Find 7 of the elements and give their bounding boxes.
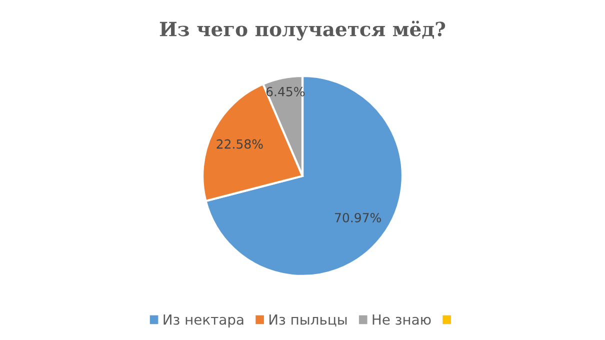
data-label: 22.58% xyxy=(216,139,263,149)
pie-slice xyxy=(204,74,404,277)
legend-label: Из пыльцы xyxy=(269,314,347,327)
data-label: 70.97% xyxy=(335,212,381,222)
chart-title: Из чего получается мёд? xyxy=(160,20,446,40)
legend-label: Из нектара xyxy=(164,314,244,328)
legend-label: Не знаю xyxy=(372,314,431,325)
